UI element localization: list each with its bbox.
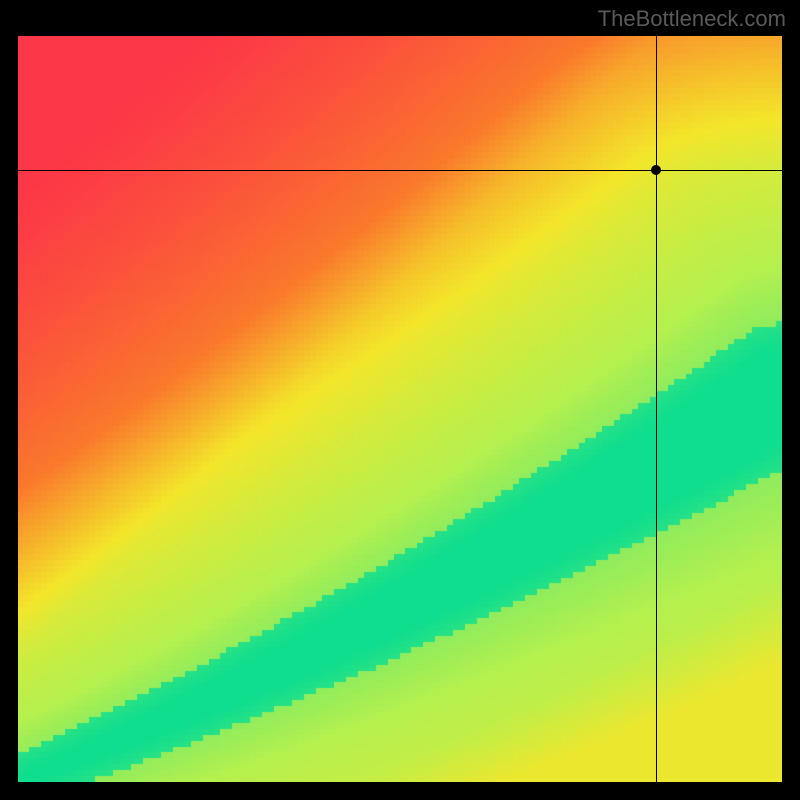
crosshair-marker [651,165,661,175]
heatmap-plot [18,36,782,782]
crosshair-vertical [656,0,657,800]
watermark-text: TheBottleneck.com [598,6,786,32]
crosshair-horizontal [0,170,800,171]
heatmap-canvas [18,36,782,782]
